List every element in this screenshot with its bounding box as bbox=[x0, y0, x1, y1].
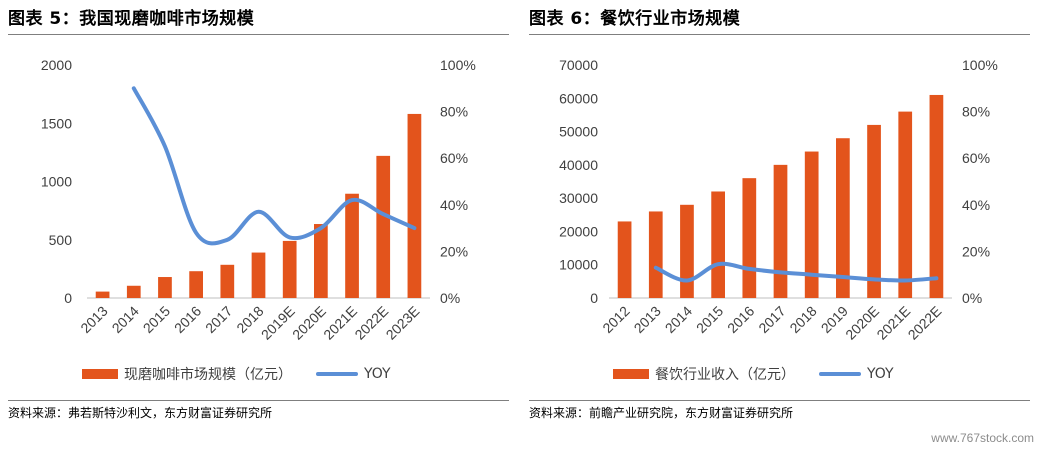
bar bbox=[95, 291, 110, 298]
legend-bar-label: 餐饮行业收入（亿元） bbox=[655, 367, 795, 383]
x-tick-label: 2020E bbox=[842, 303, 882, 343]
bar bbox=[711, 191, 725, 298]
chart-legend: 现磨咖啡市场规模（亿元） YOY bbox=[82, 363, 391, 385]
x-tick-label: 2014 bbox=[662, 303, 695, 336]
x-tick-label: 2016 bbox=[724, 303, 757, 336]
y-right-tick-label: 0% bbox=[440, 290, 460, 306]
legend-line-swatch bbox=[819, 372, 861, 376]
bar bbox=[648, 211, 663, 298]
bar bbox=[220, 264, 235, 298]
bar bbox=[617, 221, 632, 298]
y-left-tick-label: 60000 bbox=[559, 90, 598, 106]
chart-title: 图表 6：餐饮行业市场规模 bbox=[529, 9, 741, 29]
source-note: 资料来源：弗若斯特沙利文，东方财富证券研究所 bbox=[8, 406, 273, 420]
bar bbox=[376, 155, 391, 298]
x-tick-label: 2014 bbox=[109, 303, 142, 336]
bar bbox=[898, 111, 913, 298]
bar bbox=[189, 271, 203, 298]
y-left-tick-label: 0 bbox=[590, 290, 598, 306]
y-left-tick-label: 500 bbox=[49, 232, 73, 248]
y-right-tick-label: 60% bbox=[440, 150, 468, 166]
bar bbox=[773, 164, 788, 298]
legend-line-swatch bbox=[316, 372, 358, 376]
source-divider bbox=[8, 400, 509, 401]
bar bbox=[929, 94, 944, 298]
y-left-tick-label: 40000 bbox=[559, 157, 598, 173]
x-tick-label: 2015 bbox=[140, 303, 173, 336]
y-left-tick-label: 2000 bbox=[41, 57, 72, 73]
legend-bar-swatch bbox=[613, 369, 649, 379]
y-left-tick-label: 0 bbox=[64, 290, 72, 306]
x-tick-label: 2023E bbox=[383, 303, 423, 343]
bar bbox=[742, 178, 757, 298]
y-right-tick-label: 80% bbox=[962, 104, 990, 120]
y-right-tick-label: 100% bbox=[440, 57, 476, 73]
y-right-tick-label: 0% bbox=[962, 290, 982, 306]
y-right-tick-label: 80% bbox=[440, 104, 468, 120]
yoy-line bbox=[653, 261, 939, 283]
x-tick-label: 2013 bbox=[77, 303, 110, 336]
x-tick-label: 2013 bbox=[631, 303, 664, 336]
chart-title: 图表 5：我国现磨咖啡市场规模 bbox=[8, 9, 255, 29]
bar bbox=[251, 252, 266, 298]
watermark: www.767stock.com bbox=[931, 431, 1034, 445]
y-left-tick-label: 70000 bbox=[559, 57, 598, 73]
title-divider bbox=[529, 34, 1030, 35]
source-note: 资料来源：前瞻产业研究院，东方财富证券研究所 bbox=[529, 406, 794, 420]
catering-market-chart: 0 10000 20000 30000 40000 50000 60000 70000 0% 20… bbox=[559, 57, 998, 343]
bar bbox=[867, 124, 881, 299]
right-chart-panel: 图表 6：餐饮行业市场规模 0 10000 20000 30000 40000 50000… bbox=[521, 0, 1042, 451]
x-tick-label: 2015 bbox=[693, 303, 726, 336]
yoy-line bbox=[131, 86, 417, 246]
x-tick-label: 2019E bbox=[258, 303, 298, 343]
x-tick-label: 2022E bbox=[905, 303, 945, 343]
bar bbox=[314, 224, 328, 298]
y-right-tick-label: 60% bbox=[962, 150, 990, 166]
x-tick-label: 2018 bbox=[786, 303, 819, 336]
legend-line-label: YOY bbox=[364, 366, 391, 382]
y-right-tick-label: 20% bbox=[962, 243, 990, 259]
x-tick-label: 2016 bbox=[171, 303, 204, 336]
x-tick-label: 2022E bbox=[351, 303, 391, 343]
bar bbox=[282, 240, 297, 298]
y-right-tick-label: 20% bbox=[440, 243, 468, 259]
y-left-tick-label: 30000 bbox=[559, 190, 598, 206]
y-left-tick-label: 1000 bbox=[41, 174, 72, 190]
bar bbox=[680, 204, 694, 298]
coffee-market-chart: 05001000150020000%20%40%60%80%100%201320… bbox=[41, 57, 476, 343]
bar bbox=[345, 193, 359, 298]
x-tick-label: 2021E bbox=[320, 303, 360, 343]
left-chart-panel: 图表 5：我国现磨咖啡市场规模 0 500 1000 1500 2000 0% 20% 40%… bbox=[8, 9, 509, 420]
x-tick-label: 2021E bbox=[873, 303, 913, 343]
legend-bar-swatch bbox=[82, 369, 118, 379]
title-divider bbox=[8, 34, 509, 35]
y-left-tick-label: 50000 bbox=[559, 124, 598, 140]
bar bbox=[126, 285, 141, 298]
y-left-tick-label: 10000 bbox=[559, 257, 598, 273]
bar bbox=[836, 138, 850, 298]
bar bbox=[158, 277, 172, 298]
bar bbox=[804, 151, 819, 298]
legend-line-label: YOY bbox=[867, 366, 894, 382]
y-left-tick-label: 20000 bbox=[559, 223, 598, 239]
x-tick-label: 2017 bbox=[202, 303, 235, 336]
legend-bar-label: 现磨咖啡市场规模（亿元） bbox=[124, 367, 292, 383]
y-right-tick-label: 40% bbox=[440, 197, 468, 213]
x-tick-label: 2012 bbox=[599, 303, 632, 336]
bar bbox=[407, 113, 422, 299]
x-tick-label: 2017 bbox=[755, 303, 788, 336]
x-tick-label: 2020E bbox=[289, 303, 329, 343]
y-right-tick-label: 100% bbox=[962, 57, 998, 73]
y-left-tick-label: 1500 bbox=[41, 115, 72, 131]
chart-legend: 餐饮行业收入（亿元） YOY bbox=[613, 363, 894, 385]
source-divider bbox=[529, 400, 1030, 401]
y-right-tick-label: 40% bbox=[962, 197, 990, 213]
